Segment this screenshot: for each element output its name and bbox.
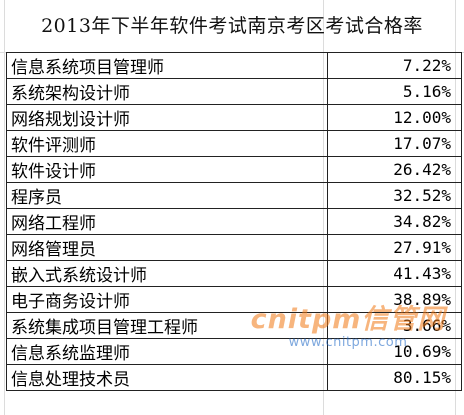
- pass-rate-cell[interactable]: 26.42%: [327, 156, 462, 183]
- pass-rate-cell[interactable]: 34.82%: [327, 208, 462, 235]
- pass-rate-cell[interactable]: 38.89%: [327, 286, 462, 313]
- exam-name-cell[interactable]: 网络规划设计师: [6, 104, 328, 131]
- table-row: 网络规划设计师 12.00%: [6, 104, 462, 131]
- exam-name-cell[interactable]: 网络管理员: [6, 234, 328, 261]
- exam-name-cell[interactable]: 软件设计师: [6, 156, 328, 183]
- exam-name-cell[interactable]: 程序员: [6, 182, 328, 209]
- table-row: 软件设计师 26.42%: [6, 156, 462, 183]
- table-row: 系统架构设计师 5.16%: [6, 78, 462, 105]
- exam-name-cell[interactable]: 电子商务设计师: [6, 286, 328, 313]
- exam-name-cell[interactable]: 网络工程师: [6, 208, 328, 235]
- pass-rate-cell[interactable]: 3.66%: [327, 312, 462, 339]
- sheet-gridline: [4, 0, 5, 415]
- pass-rate-cell[interactable]: 32.52%: [327, 182, 462, 209]
- pass-rate-cell[interactable]: 5.16%: [327, 78, 462, 105]
- exam-name-cell[interactable]: 系统集成项目管理工程师: [6, 312, 328, 339]
- exam-name-cell[interactable]: 软件评测师: [6, 130, 328, 157]
- pass-rate-cell[interactable]: 17.07%: [327, 130, 462, 157]
- table-row: 网络管理员 27.91%: [6, 234, 462, 261]
- table-row: 信息系统监理师 10.69%: [6, 338, 462, 365]
- pass-rate-cell[interactable]: 12.00%: [327, 104, 462, 131]
- exam-name-cell[interactable]: 嵌入式系统设计师: [6, 260, 328, 287]
- table-row: 系统集成项目管理工程师 3.66%: [6, 312, 462, 339]
- pass-rate-cell[interactable]: 80.15%: [327, 364, 462, 391]
- table-row: 网络工程师 34.82%: [6, 208, 462, 235]
- pass-rate-cell[interactable]: 7.22%: [327, 52, 462, 79]
- exam-name-cell[interactable]: 信息处理技术员: [6, 364, 328, 391]
- table-row: 程序员 32.52%: [6, 182, 462, 209]
- pass-rate-cell[interactable]: 41.43%: [327, 260, 462, 287]
- exam-name-cell[interactable]: 信息系统监理师: [6, 338, 328, 365]
- sheet-title: 2013年下半年软件考试南京考区考试合格率: [41, 15, 423, 37]
- exam-name-cell[interactable]: 信息系统项目管理师: [6, 52, 328, 79]
- table-row: 电子商务设计师 38.89%: [6, 286, 462, 313]
- table-row: 信息处理技术员 80.15%: [6, 364, 462, 391]
- exam-name-cell[interactable]: 系统架构设计师: [6, 78, 328, 105]
- pass-rate-cell[interactable]: 27.91%: [327, 234, 462, 261]
- table-row: 嵌入式系统设计师 41.43%: [6, 260, 462, 287]
- pass-rate-table: 信息系统项目管理师 7.22% 系统架构设计师 5.16% 网络规划设计师 12…: [6, 52, 462, 391]
- table-row: 信息系统项目管理师 7.22%: [6, 52, 462, 79]
- pass-rate-cell[interactable]: 10.69%: [327, 338, 462, 365]
- table-row: 软件评测师 17.07%: [6, 130, 462, 157]
